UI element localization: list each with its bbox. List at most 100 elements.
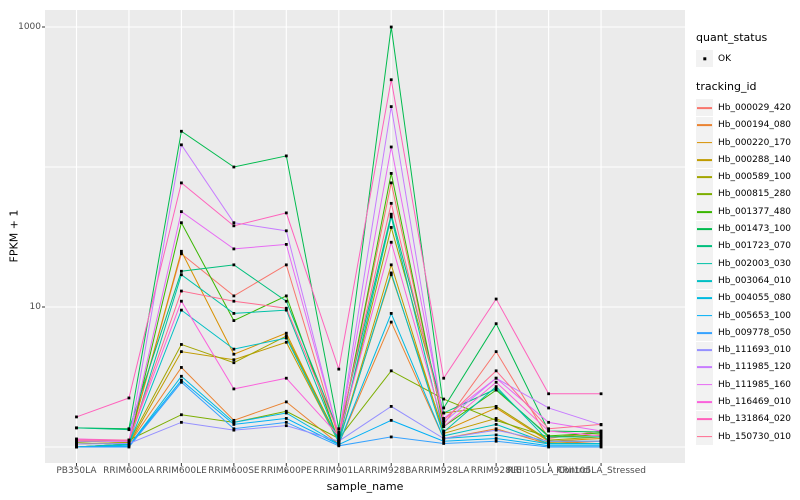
x-tick-label: RRIM928LE: [470, 466, 522, 476]
line-swatch-icon: [697, 401, 712, 403]
x-tick-label: RRIM600SE: [208, 466, 260, 476]
legend-entry-label: Hb_001723_070: [718, 241, 792, 252]
line-swatch-icon: [697, 349, 712, 351]
legend-key: [696, 324, 713, 342]
legend-key: [696, 116, 713, 134]
line-swatch-icon: [697, 331, 712, 334]
y-axis-tick-labels: 1000 10: [0, 0, 41, 500]
legend-key: [696, 255, 713, 273]
legend-entry: Hb_004055_080: [696, 289, 800, 307]
legend-entry: Hb_150730_010: [696, 428, 800, 446]
legend-entry: Hb_002003_030: [696, 255, 800, 273]
x-tick-label: RRIM928BA: [365, 466, 418, 476]
legend-entry: Hb_000220_170: [696, 134, 800, 152]
data-points: [75, 25, 603, 449]
legend-key: [696, 203, 713, 221]
line-swatch-icon: [697, 262, 712, 265]
legend-key: [696, 376, 713, 394]
legend-entry-label: Hb_131864_020: [718, 414, 792, 425]
legend-entry: Hb_003064_010: [696, 272, 800, 290]
line-swatch-icon: [697, 435, 712, 438]
line-swatch-icon: [697, 176, 712, 179]
legend-key: [696, 272, 713, 290]
x-tick-label: RRIM600PE: [260, 466, 312, 476]
legend-entry-label: Hb_005653_100: [718, 310, 792, 321]
legend-tracking-entries: Hb_000029_420 Hb_000194_080 Hb_000220_170 H…: [696, 99, 800, 446]
legend-entry: Hb_111985_120: [696, 358, 800, 376]
legend-entry-label: Hb_116469_010: [718, 396, 792, 407]
legend-entry-label: Hb_001473_100: [718, 224, 792, 235]
y-tick-label: 1000: [18, 21, 41, 32]
legend-entry: Hb_000815_280: [696, 185, 800, 203]
legend-title-tracking-id: tracking_id: [696, 80, 757, 94]
legend-entry: Hb_001723_070: [696, 237, 800, 255]
line-swatch-icon: [697, 210, 712, 213]
legend-entry-label: Hb_000589_100: [718, 172, 792, 183]
point-marker-icon: [702, 56, 707, 61]
legend-entry-label: Hb_111693_010: [718, 345, 792, 356]
y-tick-label: 10: [29, 301, 41, 312]
legend-entry-label: Hb_003064_010: [718, 275, 792, 286]
line-swatch-icon: [697, 245, 712, 248]
legend-entry: Hb_111985_160: [696, 376, 800, 394]
legend-entry-label: Hb_000288_140: [718, 154, 792, 165]
line-swatch-icon: [697, 366, 712, 369]
legend-entry-label: Hb_004055_080: [718, 293, 792, 304]
legend-key: [696, 289, 713, 307]
legend-title-quant-status: quant_status: [696, 31, 768, 44]
legend-entry-label: Hb_000220_170: [718, 137, 792, 148]
legend-key: [696, 307, 713, 324]
legend-key: [696, 428, 713, 446]
legend-entry: Hb_131864_020: [696, 410, 800, 428]
line-swatch-icon: [697, 158, 712, 161]
legend-entry-label: Hb_111985_160: [718, 379, 792, 390]
x-axis-title: sample_name: [326, 480, 404, 493]
legend-entry-label: OK: [718, 53, 731, 64]
line-swatch-icon: [697, 124, 712, 127]
legend-key: [696, 220, 713, 238]
legend-entry: Hb_001377_480: [696, 203, 800, 221]
line-swatch-icon: [697, 418, 712, 421]
legend-entry-label: Hb_000194_080: [718, 120, 792, 131]
legend-key: [696, 50, 713, 68]
x-tick-label: RRIM928LA: [417, 466, 470, 476]
legend-entry-label: Hb_000815_280: [718, 189, 792, 200]
legend-spacer: [696, 67, 800, 80]
legend-key: [696, 358, 713, 376]
legend-entry: Hb_111693_010: [696, 341, 800, 359]
legend-entry-label: Hb_002003_030: [718, 258, 792, 269]
x-tick-label: RRIM901LA: [313, 466, 365, 476]
line-swatch-icon: [697, 193, 712, 196]
legend-key: [696, 151, 713, 169]
legend-entry: Hb_009778_050: [696, 324, 800, 342]
line-swatch-icon: [697, 297, 712, 300]
legend-entry: Hb_000029_420: [696, 99, 800, 117]
x-axis-tick-labels: PB350LA RRIM600LA RRIM600LE RRIM600SE RRIM60…: [0, 466, 800, 480]
x-tick-label: RRIM600LE: [155, 466, 207, 476]
legend-entry: Hb_000194_080: [696, 116, 800, 134]
legend-entry-label: Hb_111985_120: [718, 362, 792, 373]
axis-ticks: [42, 26, 602, 466]
legend-entry-label: Hb_009778_050: [718, 327, 792, 338]
legend-key: [696, 341, 713, 359]
legend-key: [696, 185, 713, 203]
x-tick-label: PB350LA: [56, 466, 97, 476]
line-swatch-icon: [697, 314, 712, 317]
x-tick-label: RRII105LA_Stressed: [556, 466, 646, 476]
legend-entry: Hb_005653_100: [696, 307, 800, 324]
legend-entry-label: Hb_000029_420: [718, 102, 792, 113]
x-tick-label: RRIM600LA: [103, 466, 155, 476]
line-swatch-icon: [697, 141, 712, 144]
legend-entry-label: Hb_150730_010: [718, 431, 792, 442]
legend-entry-label: Hb_001377_480: [718, 206, 792, 217]
legend-key: [696, 410, 713, 428]
line-swatch-icon: [697, 107, 712, 109]
legend: quant_status OK tracking_id Hb_000029_42…: [696, 31, 800, 446]
legend-entry: Hb_000288_140: [696, 151, 800, 169]
legend-entry: Hb_000589_100: [696, 168, 800, 186]
line-swatch-icon: [697, 228, 712, 230]
legend-key: [696, 134, 713, 152]
legend-key: [696, 237, 713, 255]
